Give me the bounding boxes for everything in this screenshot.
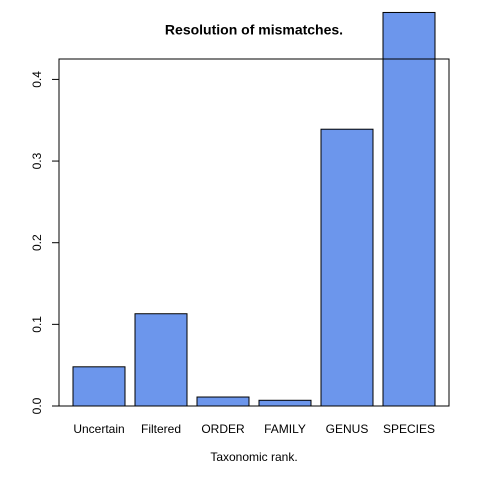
x-tick-label: Filtered [141,422,181,436]
y-tick-label: 0.4 [30,71,44,88]
x-tick-label: GENUS [326,422,369,436]
bar [320,128,374,407]
bar [196,396,250,407]
chart-title: Resolution of mismatches. [165,22,343,38]
plot-box [58,58,450,407]
bar [134,313,188,407]
y-tick-label: 0.0 [30,397,44,414]
bar [258,399,312,407]
y-tick-label: 0.3 [30,152,44,169]
x-tick-label: SPECIES [383,422,435,436]
y-tick-label: 0.2 [30,234,44,251]
bar [382,11,436,407]
x-tick-label: ORDER [201,422,245,436]
x-tick-label: FAMILY [264,422,306,436]
bar [72,366,126,407]
x-tick-label: Uncertain [73,422,124,436]
x-axis-label: Taxonomic rank. [210,450,297,464]
y-tick-label: 0.1 [30,316,44,333]
